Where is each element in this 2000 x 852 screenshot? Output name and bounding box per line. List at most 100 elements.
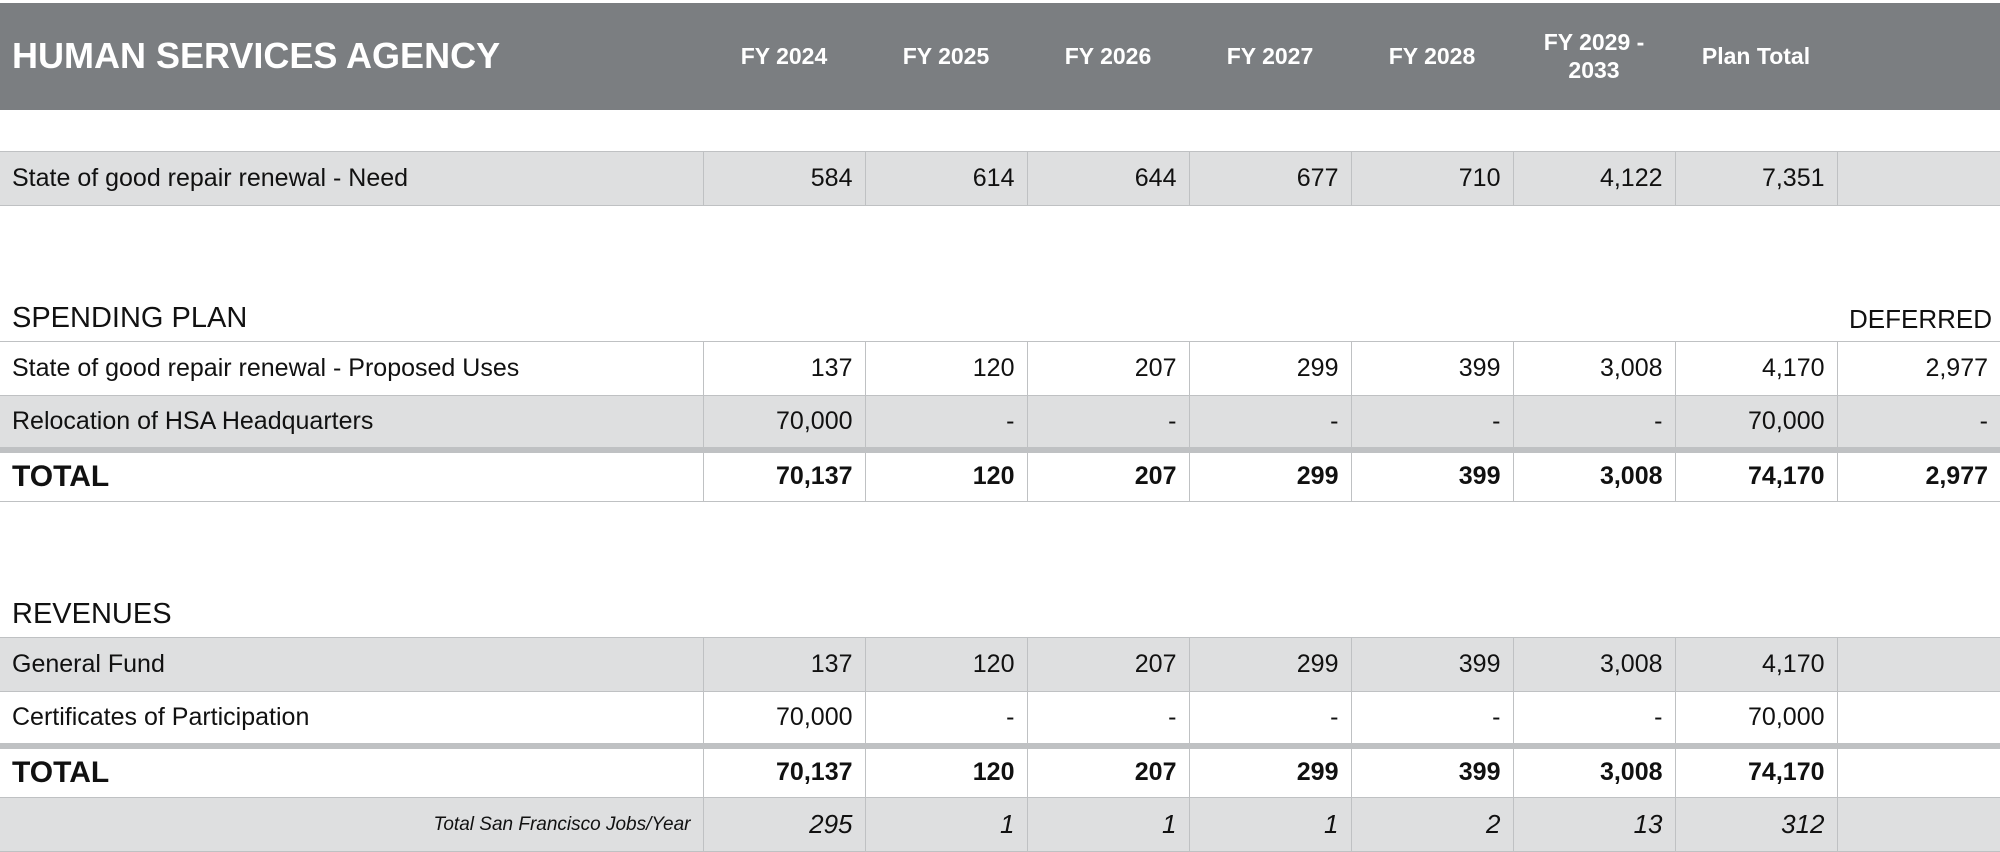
spending-value: 4,170 bbox=[1675, 341, 1838, 396]
spending-value: 399 bbox=[1351, 341, 1514, 396]
column-header-fy2029-2033-text: FY 2029 - 2033 bbox=[1543, 29, 1645, 84]
revenue-value: 120 bbox=[865, 637, 1028, 692]
column-header-blank bbox=[1837, 0, 2000, 110]
spending-total-value: 399 bbox=[1351, 446, 1514, 502]
revenue-value: - bbox=[1513, 691, 1676, 746]
jobs-value: 295 bbox=[703, 797, 866, 852]
spending-value: 120 bbox=[865, 341, 1028, 396]
spending-value: 3,008 bbox=[1513, 341, 1676, 396]
spending-row-label: Relocation of HSA Headquarters bbox=[0, 395, 704, 450]
spending-total-value-deferred: 2,977 bbox=[1837, 446, 2000, 502]
spacer bbox=[0, 110, 2000, 152]
spending-row-label: State of good repair renewal - Proposed … bbox=[0, 341, 704, 396]
revenue-value-deferred bbox=[1837, 637, 2000, 692]
spending-total-value: 74,170 bbox=[1675, 446, 1838, 502]
spending-total-value: 299 bbox=[1189, 446, 1352, 502]
revenue-value: - bbox=[1351, 691, 1514, 746]
revenue-total-value: 207 bbox=[1027, 742, 1190, 798]
spending-value: 70,000 bbox=[703, 395, 866, 450]
revenue-total-value: 74,170 bbox=[1675, 742, 1838, 798]
revenue-row-certificates: Certificates of Participation 70,000 - -… bbox=[0, 691, 2000, 746]
revenues-title: REVENUES bbox=[12, 598, 172, 630]
spacer bbox=[0, 502, 2000, 586]
column-header-plan-total: Plan Total bbox=[1675, 0, 1837, 110]
revenue-total-row: TOTAL 70,137 120 207 299 399 3,008 74,17… bbox=[0, 742, 2000, 798]
spending-value-deferred: - bbox=[1837, 395, 2000, 450]
need-value-plan-total: 7,351 bbox=[1675, 151, 1838, 206]
jobs-value: 2 bbox=[1351, 797, 1514, 852]
spending-value: - bbox=[1189, 395, 1352, 450]
revenue-total-value: 70,137 bbox=[703, 742, 866, 798]
agency-title: HUMAN SERVICES AGENCY bbox=[0, 0, 703, 110]
column-header-fy2026: FY 2026 bbox=[1027, 0, 1189, 110]
revenue-value: 4,170 bbox=[1675, 637, 1838, 692]
need-value-fy2029-2033: 4,122 bbox=[1513, 151, 1676, 206]
revenue-value: 3,008 bbox=[1513, 637, 1676, 692]
need-value-deferred bbox=[1837, 151, 2000, 206]
revenue-total-value: 3,008 bbox=[1513, 742, 1676, 798]
need-value-fy2025: 614 bbox=[865, 151, 1028, 206]
need-value-fy2024: 584 bbox=[703, 151, 866, 206]
jobs-value-deferred bbox=[1837, 797, 2000, 852]
revenue-row-general-fund: General Fund 137 120 207 299 399 3,008 4… bbox=[0, 637, 2000, 692]
spending-total-value: 120 bbox=[865, 446, 1028, 502]
revenue-total-value: 299 bbox=[1189, 742, 1352, 798]
need-value-fy2026: 644 bbox=[1027, 151, 1190, 206]
column-header-fy2024: FY 2024 bbox=[703, 0, 865, 110]
spending-total-row: TOTAL 70,137 120 207 299 399 3,008 74,17… bbox=[0, 446, 2000, 502]
jobs-value: 13 bbox=[1513, 797, 1676, 852]
jobs-row: Total San Francisco Jobs/Year 295 1 1 1 … bbox=[0, 797, 2000, 852]
spending-value: 137 bbox=[703, 341, 866, 396]
need-label: State of good repair renewal - Need bbox=[0, 151, 704, 206]
spending-total-value: 70,137 bbox=[703, 446, 866, 502]
column-header-fy2029-2033: FY 2029 - 2033 bbox=[1513, 0, 1675, 110]
revenue-row-label: Certificates of Participation bbox=[0, 691, 704, 746]
column-header-fy2027: FY 2027 bbox=[1189, 0, 1351, 110]
revenue-value: 70,000 bbox=[703, 691, 866, 746]
revenue-total-value: 120 bbox=[865, 742, 1028, 798]
revenue-value: - bbox=[1027, 691, 1190, 746]
revenues-section-header: REVENUES bbox=[0, 586, 2000, 638]
column-header-fy2025: FY 2025 bbox=[865, 0, 1027, 110]
header-row: HUMAN SERVICES AGENCY FY 2024 FY 2025 FY… bbox=[0, 0, 2000, 110]
spending-value: 207 bbox=[1027, 341, 1190, 396]
jobs-value: 1 bbox=[1189, 797, 1352, 852]
spacer bbox=[0, 206, 2000, 290]
spending-value: - bbox=[1027, 395, 1190, 450]
spending-row-proposed-uses: State of good repair renewal - Proposed … bbox=[0, 341, 2000, 396]
revenue-value-deferred bbox=[1837, 691, 2000, 746]
jobs-label: Total San Francisco Jobs/Year bbox=[0, 797, 704, 852]
spending-plan-section-header: SPENDING PLAN DEFERRED bbox=[0, 290, 2000, 342]
revenue-value: 70,000 bbox=[1675, 691, 1838, 746]
column-header-fy2028: FY 2028 bbox=[1351, 0, 1513, 110]
revenue-value: 399 bbox=[1351, 637, 1514, 692]
spending-total-value: 3,008 bbox=[1513, 446, 1676, 502]
spending-total-value: 207 bbox=[1027, 446, 1190, 502]
spending-row-relocation: Relocation of HSA Headquarters 70,000 - … bbox=[0, 395, 2000, 450]
revenue-total-label: TOTAL bbox=[0, 742, 704, 798]
revenue-value: 207 bbox=[1027, 637, 1190, 692]
spending-value: - bbox=[1351, 395, 1514, 450]
jobs-value: 312 bbox=[1675, 797, 1838, 852]
jobs-value: 1 bbox=[1027, 797, 1190, 852]
spending-value: 299 bbox=[1189, 341, 1352, 396]
revenue-value: 299 bbox=[1189, 637, 1352, 692]
need-value-fy2027: 677 bbox=[1189, 151, 1352, 206]
revenue-row-label: General Fund bbox=[0, 637, 704, 692]
deferred-header: DEFERRED bbox=[1849, 304, 1993, 334]
spending-value: - bbox=[1513, 395, 1676, 450]
revenue-value: 137 bbox=[703, 637, 866, 692]
revenue-value: - bbox=[1189, 691, 1352, 746]
spending-value-deferred: 2,977 bbox=[1837, 341, 2000, 396]
spending-value: - bbox=[865, 395, 1028, 450]
revenue-total-value: 399 bbox=[1351, 742, 1514, 798]
need-value-fy2028: 710 bbox=[1351, 151, 1514, 206]
spending-total-label: TOTAL bbox=[0, 446, 704, 502]
jobs-value: 1 bbox=[865, 797, 1028, 852]
need-row: State of good repair renewal - Need 584 … bbox=[0, 151, 2000, 206]
spending-value: 70,000 bbox=[1675, 395, 1838, 450]
revenue-total-value-deferred bbox=[1837, 742, 2000, 798]
spending-plan-title: SPENDING PLAN bbox=[12, 302, 248, 334]
revenue-value: - bbox=[865, 691, 1028, 746]
